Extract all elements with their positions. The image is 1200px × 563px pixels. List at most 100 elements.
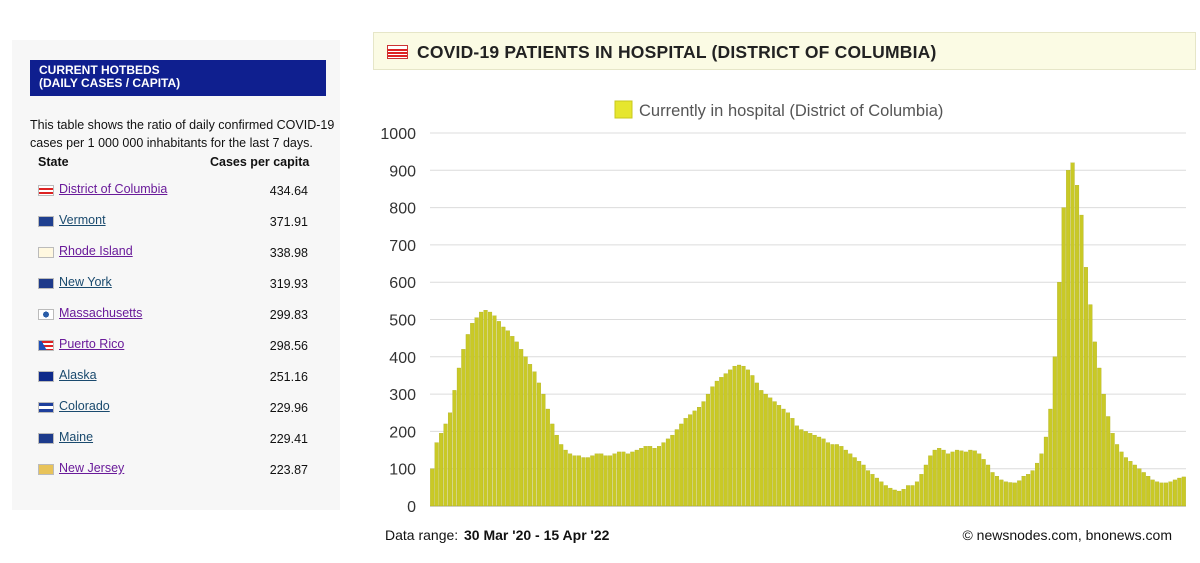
table-row: Puerto Rico 298.56 bbox=[38, 337, 308, 357]
bar bbox=[919, 474, 924, 507]
new-jersey-flag-icon bbox=[38, 464, 54, 475]
bar bbox=[777, 405, 782, 507]
state-link[interactable]: New Jersey bbox=[59, 461, 125, 475]
bar bbox=[483, 310, 488, 507]
bar bbox=[732, 365, 737, 507]
state-link[interactable]: New York bbox=[59, 275, 112, 289]
bar bbox=[910, 485, 915, 507]
y-tick-label: 100 bbox=[389, 462, 416, 479]
bar bbox=[1106, 416, 1111, 507]
massachusetts-flag-icon bbox=[38, 309, 54, 320]
state-link[interactable]: Massachusetts bbox=[59, 306, 143, 320]
bar bbox=[501, 326, 506, 507]
bar bbox=[1075, 185, 1080, 507]
bar bbox=[830, 444, 835, 507]
bar bbox=[710, 386, 715, 507]
bar bbox=[1163, 482, 1169, 507]
bar bbox=[461, 349, 466, 507]
y-tick-label: 800 bbox=[389, 201, 416, 218]
bar bbox=[652, 448, 657, 507]
bar bbox=[585, 457, 590, 507]
bar-series bbox=[430, 162, 1186, 507]
bar bbox=[968, 449, 973, 507]
bar bbox=[648, 446, 653, 507]
bar bbox=[714, 380, 719, 507]
state-link[interactable]: Alaska bbox=[59, 368, 97, 382]
bar bbox=[1021, 476, 1026, 507]
bar bbox=[523, 356, 528, 507]
bar bbox=[839, 446, 844, 507]
bar bbox=[679, 423, 684, 507]
table-row: New Jersey 223.87 bbox=[38, 461, 308, 481]
bar bbox=[1177, 477, 1182, 507]
bar bbox=[1066, 170, 1071, 507]
maine-flag-icon bbox=[38, 433, 54, 444]
y-tick-label: 300 bbox=[389, 387, 416, 404]
bar bbox=[528, 364, 533, 507]
bar bbox=[670, 434, 675, 507]
bar bbox=[1079, 214, 1084, 507]
state-link[interactable]: Colorado bbox=[59, 399, 110, 413]
table-row: Alaska 251.16 bbox=[38, 368, 308, 388]
bar bbox=[1043, 436, 1048, 507]
hotbeds-panel: CURRENT HOTBEDS (DAILY CASES / CAPITA) T… bbox=[12, 40, 340, 510]
bar bbox=[745, 369, 750, 507]
bar bbox=[581, 457, 586, 507]
state-link[interactable]: District of Columbia bbox=[59, 182, 168, 196]
bar bbox=[634, 449, 639, 507]
alaska-flag-icon bbox=[38, 371, 54, 382]
cases-value: 298.56 bbox=[269, 339, 308, 353]
table-row: Vermont 371.91 bbox=[38, 213, 308, 233]
bar bbox=[563, 449, 568, 507]
state-link[interactable]: Maine bbox=[59, 430, 94, 444]
cases-value: 319.93 bbox=[269, 277, 308, 291]
bar bbox=[434, 442, 439, 507]
bar bbox=[857, 461, 862, 507]
bar bbox=[479, 311, 484, 507]
bar bbox=[834, 444, 839, 507]
state-link[interactable]: Vermont bbox=[59, 213, 106, 227]
bar bbox=[790, 418, 795, 507]
bar bbox=[1110, 433, 1115, 507]
bar bbox=[612, 453, 617, 507]
bar bbox=[1141, 472, 1146, 507]
y-tick-label: 400 bbox=[389, 350, 416, 367]
bar bbox=[701, 401, 706, 507]
bar bbox=[1115, 444, 1120, 507]
bar bbox=[1012, 482, 1017, 507]
bar bbox=[603, 455, 608, 507]
bar bbox=[972, 450, 977, 507]
bar bbox=[697, 407, 702, 507]
bar bbox=[1146, 476, 1151, 507]
bar bbox=[1052, 356, 1057, 507]
bar bbox=[768, 397, 773, 507]
state-link[interactable]: Rhode Island bbox=[59, 244, 133, 258]
chart-svg: 0 100 200 300 400 500 600 700 800 900 1000 Current… bbox=[380, 100, 1186, 516]
bar bbox=[986, 464, 991, 507]
bar bbox=[705, 393, 710, 507]
bar bbox=[812, 434, 817, 507]
bar bbox=[1159, 482, 1164, 507]
bar bbox=[1070, 162, 1075, 507]
bar bbox=[848, 453, 853, 507]
y-tick-label: 500 bbox=[389, 313, 416, 330]
y-tick-label: 200 bbox=[389, 424, 416, 441]
bar bbox=[1035, 462, 1040, 507]
bar bbox=[505, 330, 510, 507]
hotbeds-description: This table shows the ratio of daily conf… bbox=[30, 118, 335, 150]
state-link[interactable]: Puerto Rico bbox=[59, 337, 125, 351]
chart-legend[interactable]: Currently in hospital (District of Colum… bbox=[614, 100, 943, 120]
bar bbox=[1017, 480, 1022, 507]
bar bbox=[1137, 468, 1142, 507]
bar bbox=[541, 393, 546, 507]
bar bbox=[488, 311, 493, 507]
bar bbox=[906, 485, 911, 507]
bar bbox=[474, 317, 479, 507]
bar bbox=[439, 433, 444, 507]
bar bbox=[1088, 304, 1093, 507]
bar bbox=[661, 442, 666, 507]
bar bbox=[443, 423, 448, 507]
bar bbox=[785, 412, 791, 507]
bar bbox=[994, 476, 1000, 507]
new-york-flag-icon bbox=[38, 278, 54, 289]
